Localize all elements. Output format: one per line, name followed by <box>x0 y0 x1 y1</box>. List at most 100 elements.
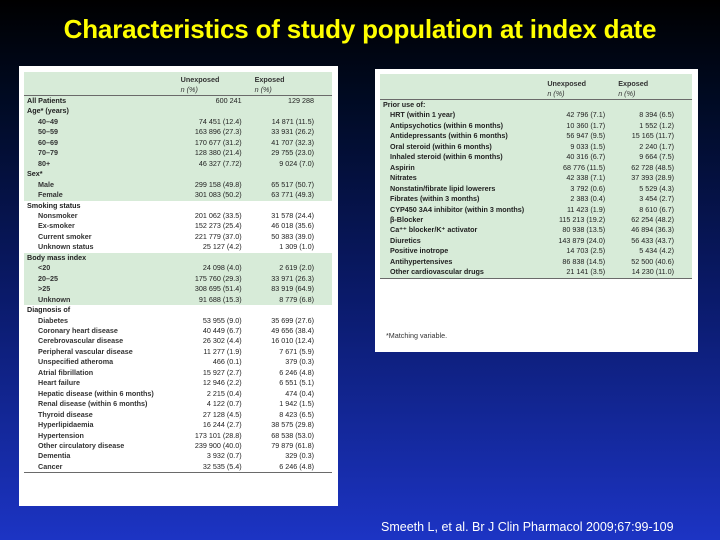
right-table-body: Prior use of: HRT (within 1 year) 42 796 … <box>380 99 692 279</box>
table-row: Hepatic disease (within 6 months) 2 215 (… <box>24 389 332 399</box>
row-label: Fibrates (within 3 months) <box>380 194 545 205</box>
exposed-value: 62 728 (48.5) <box>615 162 692 174</box>
table-row: HRT (within 1 year) 42 796 (7.1) 8 394 (6.… <box>380 110 692 121</box>
unexposed-value: 26 302 (4.4) <box>202 336 242 346</box>
exposed-value: 68 538 (53.0) <box>271 430 314 440</box>
unexposed-value: 11 423 (1.9) <box>544 204 616 215</box>
table-row: Peripheral vascular disease 11 277 (1.9) 7… <box>24 347 332 357</box>
exposed-value: 379 (0.3) <box>285 357 314 367</box>
right-header-exposed-unit: n (%) <box>618 89 636 98</box>
table-row: >25 308 695 (51.4) 83 919 (64.9) <box>24 284 332 295</box>
table-row: Female 301 083 (50.2) 63 771 (49.3) <box>24 190 332 201</box>
unexposed-value: 221 779 (37.0) <box>194 231 242 241</box>
table-row: Oral steroid (within 6 months) 9 033 (1.5… <box>380 141 692 153</box>
unexposed-value: 173 101 (28.8) <box>194 430 242 440</box>
unexposed-value: 600 241 <box>177 95 252 107</box>
exposed-value: 14 230 (11.0) <box>615 267 692 279</box>
unexposed-value: 2 215 (0.4) <box>206 388 242 398</box>
unexposed-value: 299 158 (49.8) <box>177 179 252 191</box>
right-header-unexposed-label: Unexposed <box>547 79 587 88</box>
exposed-value: 8 610 (6.7) <box>615 204 692 215</box>
row-label: Heart failure <box>38 378 80 388</box>
exposed-value: 41 707 (32.3) <box>251 137 332 149</box>
unexposed-value: 40 449 (6.7) <box>202 325 242 335</box>
unexposed-value: 128 380 (21.4) <box>177 148 252 159</box>
table-row: 80+ 46 327 (7.72) 9 024 (7.0) <box>24 158 332 170</box>
unexposed-value <box>177 106 252 117</box>
table-row: Ex-smoker 152 273 (25.4) 46 018 (35.6) <box>24 221 332 231</box>
unexposed-value <box>177 169 252 180</box>
unexposed-value: 301 083 (50.2) <box>177 190 252 201</box>
exposed-value: 49 656 (38.4) <box>271 325 314 335</box>
row-label: Unknown status <box>38 242 94 252</box>
exposed-value: 83 919 (64.9) <box>251 284 332 295</box>
left-characteristics-table: Unexposed n (%) Exposed n (%) All Patien… <box>24 72 332 473</box>
row-label: Female <box>24 190 178 201</box>
exposed-value: 8 423 (6.5) <box>279 409 314 419</box>
table-row: Antihypertensives 86 838 (14.5) 52 500 (40… <box>380 256 692 268</box>
row-label: Atrial fibrillation <box>38 367 94 377</box>
exposed-value: 35 699 (27.6) <box>271 315 314 325</box>
row-label: 80+ <box>24 158 178 170</box>
row-label: Diagnosis of <box>27 305 71 315</box>
slide-title: Characteristics of study population at i… <box>63 14 657 44</box>
exposed-value: 65 517 (50.7) <box>251 179 332 191</box>
row-label: Cancer <box>38 461 63 471</box>
unexposed-value: 24 098 (4.0) <box>177 263 252 274</box>
unexposed-value: 12 946 (2.2) <box>202 378 242 388</box>
table-row: Diagnosis of <box>24 305 332 315</box>
left-table-panel: Unexposed n (%) Exposed n (%) All Patien… <box>19 66 338 506</box>
unexposed-value: 42 338 (7.1) <box>544 173 616 184</box>
row-label: Peripheral vascular disease <box>38 346 133 356</box>
exposed-value: 8 779 (6.8) <box>251 294 332 306</box>
exposed-value: 14 871 (11.5) <box>251 116 332 128</box>
table-row: Nonsmoker 201 062 (33.5) 31 578 (24.4) <box>24 211 332 221</box>
right-table-header-row: Unexposed n (%) Exposed n (%) <box>380 74 692 100</box>
unexposed-value: 86 838 (14.5) <box>544 256 616 268</box>
exposed-value <box>251 169 332 180</box>
table-row: Diabetes 53 955 (9.0) 35 699 (27.6) <box>24 316 332 326</box>
row-label: 60–69 <box>24 137 178 149</box>
row-label: Hepatic disease (within 6 months) <box>38 388 154 398</box>
exposed-value <box>252 305 332 315</box>
unexposed-value <box>177 252 252 264</box>
unexposed-value: 80 938 (13.5) <box>544 225 616 236</box>
table-row: 40–49 74 451 (12.4) 14 871 (11.5) <box>24 116 332 128</box>
unexposed-value: 2 383 (0.4) <box>544 194 616 205</box>
right-header-exposed-label: Exposed <box>618 79 649 88</box>
left-header-unexposed: Unexposed n (%) <box>177 72 252 96</box>
row-label: Nonsmoker <box>38 210 78 220</box>
row-label: Other circulatory disease <box>38 440 125 450</box>
exposed-value: 50 383 (39.0) <box>271 231 314 241</box>
right-header-exposed: Exposed n (%) <box>615 74 692 100</box>
exposed-value: 1 942 (1.5) <box>279 399 314 409</box>
table-row: Other circulatory disease 239 900 (40.0) 7… <box>24 441 332 451</box>
unexposed-value: 308 695 (51.4) <box>177 284 252 295</box>
left-header-unexposed-unit: n (%) <box>180 85 198 94</box>
exposed-value: 7 671 (5.9) <box>279 346 314 356</box>
exposed-value: 46 894 (36.3) <box>615 225 692 236</box>
unexposed-value: 14 703 (2.5) <box>544 246 616 257</box>
unexposed-value: 91 688 (15.3) <box>177 294 252 306</box>
exposed-value: 329 (0.3) <box>285 451 314 461</box>
exposed-value: 5 529 (4.3) <box>615 183 692 195</box>
row-label: Diabetes <box>38 315 68 325</box>
row-label: Oral steroid (within 6 months) <box>380 141 545 153</box>
exposed-value: 474 (0.4) <box>285 388 314 398</box>
unexposed-value: 15 927 (2.7) <box>202 367 242 377</box>
unexposed-value: 143 879 (24.0) <box>544 235 616 247</box>
table-row: Cerebrovascular disease 26 302 (4.4) 16 01… <box>24 336 332 346</box>
unexposed-value: 115 213 (19.2) <box>544 214 616 226</box>
row-label: Positive inotrope <box>380 246 545 257</box>
unexposed-value: 46 327 (7.72) <box>177 158 252 170</box>
table-row: Ca⁺⁺ blocker/K⁺ activator 80 938 (13.5) 46… <box>380 225 692 236</box>
unexposed-value: 3 792 (0.6) <box>544 183 616 195</box>
table-row: Diuretics 143 879 (24.0) 56 433 (43.7) <box>380 235 692 247</box>
exposed-value: 3 454 (2.7) <box>615 194 692 205</box>
right-header-label-cell <box>380 74 545 100</box>
citation: Smeeth L, et al. Br J Clin Pharmacol 200… <box>381 520 674 534</box>
row-label: Hyperlipidaemia <box>38 420 94 430</box>
table-row: Antipsychotics (within 6 months) 10 360 (… <box>380 120 692 132</box>
row-label: Ca⁺⁺ blocker/K⁺ activator <box>380 225 545 236</box>
exposed-value <box>252 201 332 211</box>
